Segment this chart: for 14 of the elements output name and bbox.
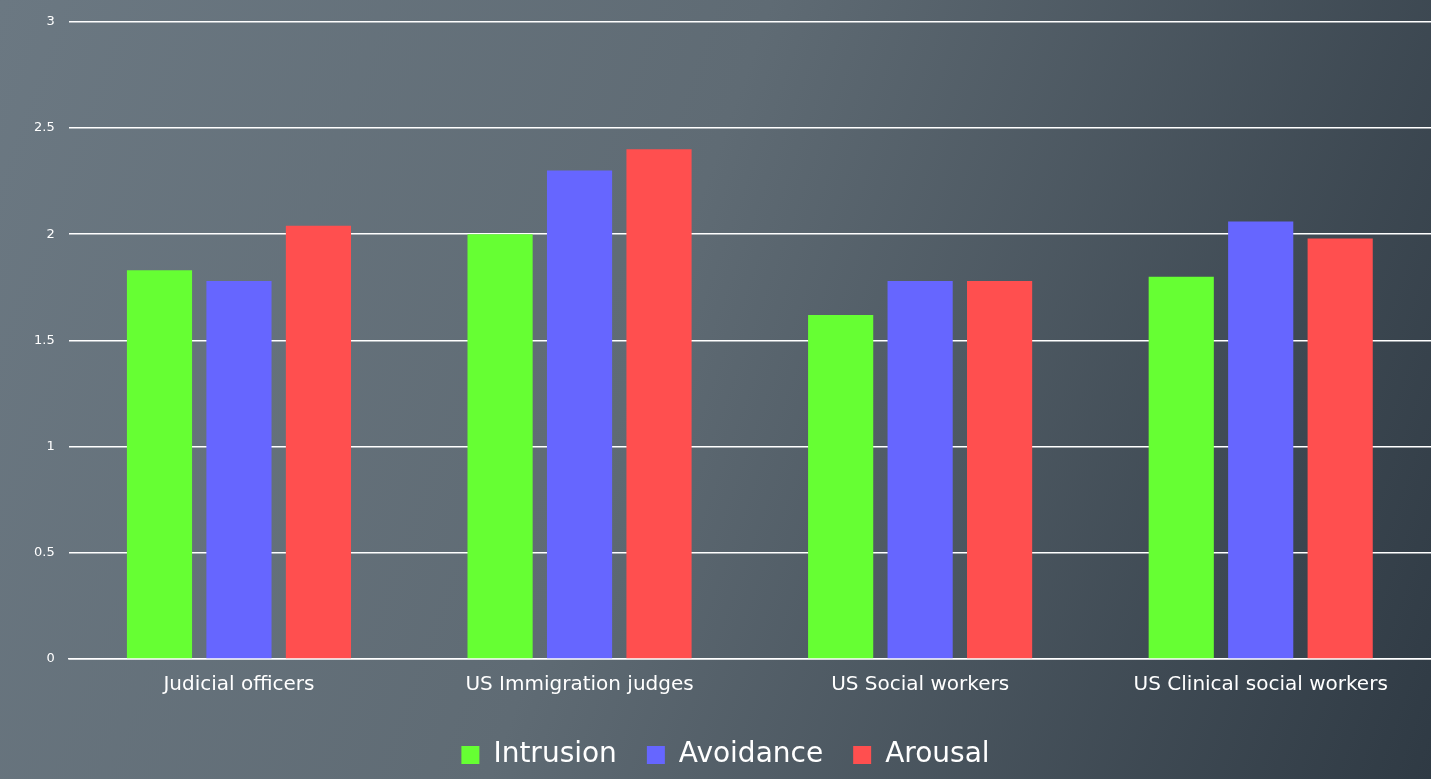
x-tick-label: Judicial officers bbox=[161, 671, 315, 696]
x-tick-label: US Clinical social workers bbox=[1133, 671, 1388, 696]
y-tick-label: 2.5 bbox=[33, 119, 55, 135]
legend-label: Arousal bbox=[885, 736, 990, 770]
legend-label: Avoidance bbox=[678, 736, 824, 770]
x-tick-label: US Immigration judges bbox=[465, 671, 694, 696]
y-tick-label: 0 bbox=[46, 650, 55, 666]
y-tick-label: 0.5 bbox=[33, 544, 55, 560]
legend-label: Intrusion bbox=[493, 736, 617, 770]
y-tick-label: 2 bbox=[46, 225, 55, 241]
y-tick-label: 1.5 bbox=[33, 331, 55, 347]
y-tick-label: 3 bbox=[46, 13, 55, 29]
x-tick-label: US Social workers bbox=[831, 671, 1010, 696]
y-tick-label: 1 bbox=[46, 437, 55, 453]
